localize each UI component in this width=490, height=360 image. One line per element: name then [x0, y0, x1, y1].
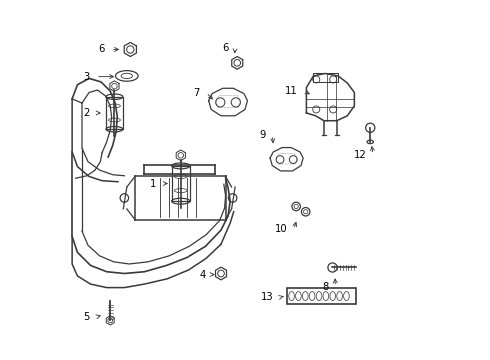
Text: 11: 11	[285, 86, 297, 96]
Bar	[287, 288, 356, 304]
Text: 13: 13	[261, 292, 274, 302]
Text: 9: 9	[260, 130, 266, 140]
Bar	[314, 73, 338, 82]
Bar	[106, 97, 123, 129]
Text: 3: 3	[83, 72, 90, 82]
Text: 10: 10	[275, 224, 287, 234]
Text: 4: 4	[200, 270, 206, 280]
Text: 5: 5	[83, 312, 90, 322]
Text: 8: 8	[323, 282, 329, 292]
Text: 12: 12	[354, 150, 367, 159]
Text: 6: 6	[222, 43, 229, 53]
Text: 6: 6	[98, 45, 104, 54]
Text: 2: 2	[83, 108, 90, 118]
Bar	[172, 166, 190, 201]
Text: 1: 1	[150, 179, 156, 189]
Text: 7: 7	[194, 87, 200, 98]
